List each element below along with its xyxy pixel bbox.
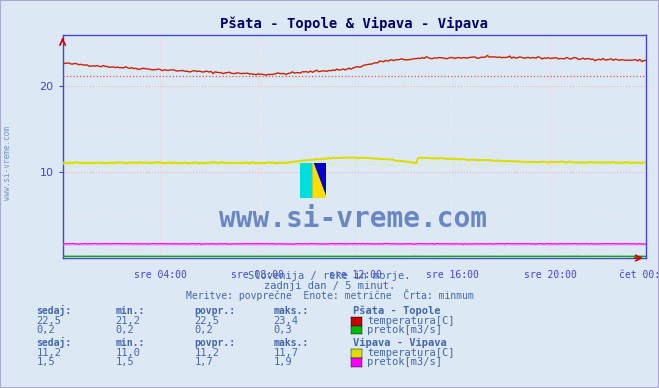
- Polygon shape: [313, 163, 326, 198]
- Text: temperatura[C]: temperatura[C]: [367, 348, 455, 358]
- Text: Slovenija / reke in morje.: Slovenija / reke in morje.: [248, 271, 411, 281]
- Text: www.si-vreme.com: www.si-vreme.com: [219, 205, 487, 234]
- Text: temperatura[C]: temperatura[C]: [367, 316, 455, 326]
- Text: 0,2: 0,2: [36, 324, 55, 334]
- Text: Vipava - Vipava: Vipava - Vipava: [353, 338, 446, 348]
- Text: sedaj:: sedaj:: [36, 337, 71, 348]
- Text: sedaj:: sedaj:: [36, 305, 71, 316]
- Bar: [313, 163, 326, 198]
- Text: 22,5: 22,5: [36, 316, 61, 326]
- Text: 11,2: 11,2: [36, 348, 61, 358]
- Text: min.:: min.:: [115, 338, 145, 348]
- Title: Pšata - Topole & Vipava - Vipava: Pšata - Topole & Vipava - Vipava: [220, 16, 488, 31]
- Text: pretok[m3/s]: pretok[m3/s]: [367, 324, 442, 334]
- Text: 11,0: 11,0: [115, 348, 140, 358]
- Text: 0,2: 0,2: [194, 324, 213, 334]
- Text: sre 04:00: sre 04:00: [134, 270, 186, 280]
- Text: Pšata - Topole: Pšata - Topole: [353, 306, 440, 316]
- Text: maks.:: maks.:: [273, 306, 308, 316]
- Bar: [300, 163, 313, 198]
- Text: sre 12:00: sre 12:00: [329, 270, 382, 280]
- Text: povpr.:: povpr.:: [194, 306, 235, 316]
- Text: zadnji dan / 5 minut.: zadnji dan / 5 minut.: [264, 281, 395, 291]
- Text: sre 08:00: sre 08:00: [231, 270, 284, 280]
- Text: pretok[m3/s]: pretok[m3/s]: [367, 357, 442, 367]
- Text: 11,7: 11,7: [273, 348, 299, 358]
- Text: Meritve: povprečne  Enote: metrične  Črta: minmum: Meritve: povprečne Enote: metrične Črta:…: [186, 289, 473, 301]
- Text: 0,2: 0,2: [115, 324, 134, 334]
- Text: min.:: min.:: [115, 306, 145, 316]
- Text: 1,5: 1,5: [115, 357, 134, 367]
- Text: čet 00:00: čet 00:00: [619, 270, 659, 280]
- Text: 22,5: 22,5: [194, 316, 219, 326]
- Text: sre 20:00: sre 20:00: [524, 270, 577, 280]
- Text: www.si-vreme.com: www.si-vreme.com: [3, 126, 13, 200]
- Text: sre 16:00: sre 16:00: [426, 270, 479, 280]
- Text: 21,2: 21,2: [115, 316, 140, 326]
- Text: 1,5: 1,5: [36, 357, 55, 367]
- Text: 1,9: 1,9: [273, 357, 292, 367]
- Text: 23,4: 23,4: [273, 316, 299, 326]
- Text: maks.:: maks.:: [273, 338, 308, 348]
- Text: 11,2: 11,2: [194, 348, 219, 358]
- Text: 0,3: 0,3: [273, 324, 292, 334]
- Text: 1,7: 1,7: [194, 357, 213, 367]
- Text: povpr.:: povpr.:: [194, 338, 235, 348]
